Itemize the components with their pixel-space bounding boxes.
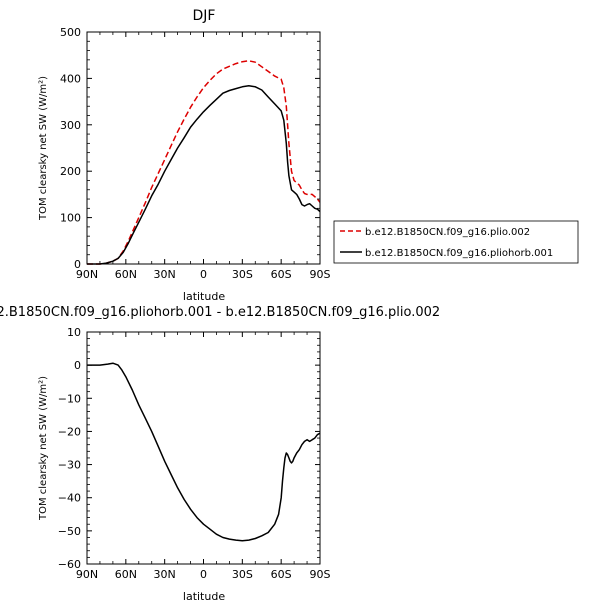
bottom-chart-title: b.e12.B1850CN.f09_g16.pliohorb.001 - b.e… (0, 305, 440, 320)
bottom-panel: b.e12.B1850CN.f09_g16.pliohorb.001 - b.e… (0, 305, 440, 603)
top-y-tick-label: 200 (60, 165, 81, 178)
bottom-x-tick-label: 90S (310, 568, 331, 581)
top-x-tick-label: 30S (232, 268, 253, 281)
legend-label-pliohorb: b.e12.B1850CN.f09_g16.pliohorb.001 (365, 248, 553, 259)
top-x-axis-label: latitude (183, 290, 225, 303)
bottom-y-tick-label: −60 (58, 558, 81, 571)
bottom-series-line-0 (87, 362, 321, 542)
bottom-x-tick-label: 0 (200, 568, 207, 581)
bottom-x-tick-label: 60S (271, 568, 292, 581)
bottom-y-tick-label: 10 (67, 326, 81, 339)
bottom-x-tick-label: 30N (154, 568, 176, 581)
top-y-tick-label: 300 (60, 119, 81, 132)
top-x-tick-label: 90N (76, 268, 98, 281)
legend-box (333, 220, 579, 264)
top-chart-title: DJF (193, 8, 216, 24)
top-y-tick-label: 0 (74, 258, 81, 271)
bottom-y-axis-label: TOM clearsky net SW (W/m²) (38, 376, 49, 521)
top-x-tick-label: 90S (310, 268, 331, 281)
bottom-x-tick-label: 30S (232, 568, 253, 581)
top-y-tick-label: 400 (60, 72, 81, 85)
bottom-y-tick-label: 0 (74, 359, 81, 372)
bottom-x-tick-label: 90N (76, 568, 98, 581)
bottom-x-axis-label: latitude (183, 590, 225, 603)
bottom-y-tick-label: −50 (58, 525, 81, 538)
top-y-tick-label: 100 (60, 212, 81, 225)
top-x-tick-label: 60S (271, 268, 292, 281)
bottom-y-tick-label: −30 (58, 459, 81, 472)
top-x-tick-label: 0 (200, 268, 207, 281)
top-series-line-0 (87, 60, 321, 265)
bottom-x-tick-label: 60N (115, 568, 137, 581)
top-y-axis-label: TOM clearsky net SW (W/m²) (38, 76, 49, 221)
top-x-tick-label: 60N (115, 268, 137, 281)
top-y-tick-label: 500 (60, 26, 81, 39)
bottom-y-tick-label: −40 (58, 492, 81, 505)
top-plot-area: 90N 60N 30N 0 30S 60S 90S 0 100 200 300 400 500 (60, 26, 331, 281)
top-plot-frame (86, 31, 321, 265)
bottom-plot-frame (86, 331, 321, 565)
bottom-y-tick-label: −10 (58, 392, 81, 405)
legend: b.e12.B1850CN.f09_g16.plio.002 b.e12.B18… (333, 220, 579, 264)
top-series-line-1 (87, 85, 321, 265)
bottom-y-tick-label: −20 (58, 425, 81, 438)
top-x-tick-label: 30N (154, 268, 176, 281)
top-panel: DJF 90N 60N 30N 0 30S 60S 90S 0 100 200 300 400 500… (38, 8, 331, 303)
legend-label-plio: b.e12.B1850CN.f09_g16.plio.002 (365, 227, 530, 238)
bottom-plot-area: 90N 60N 30N 0 30S 60S 90S 10 0 −10 −20 −30 −40 −50 −6… (58, 326, 331, 581)
